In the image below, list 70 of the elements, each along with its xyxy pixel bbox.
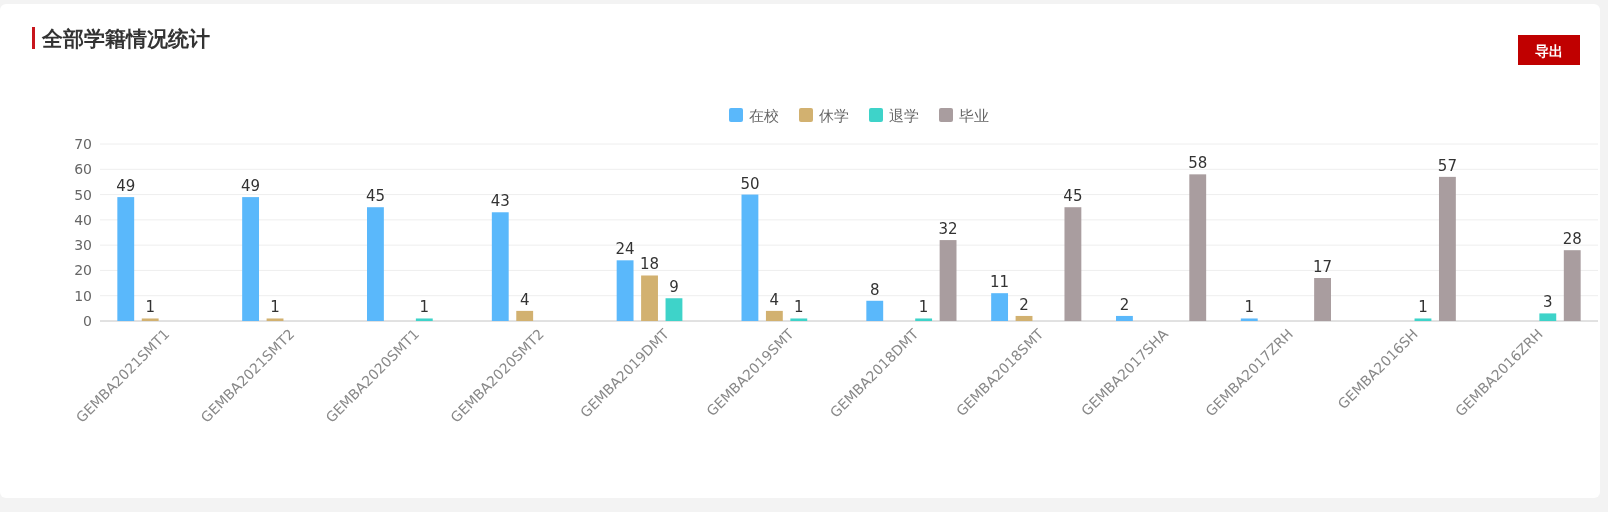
bar (266, 318, 284, 321)
data-label: 28 (1562, 230, 1582, 249)
y-tick-label: 70 (74, 136, 92, 152)
bar (1189, 174, 1207, 321)
bar (1240, 318, 1258, 321)
data-label: 1 (1244, 298, 1255, 317)
data-label: 4 (769, 290, 780, 309)
bar (516, 310, 534, 321)
data-label: 58 (1188, 154, 1208, 173)
bar (790, 318, 808, 321)
bar (641, 275, 658, 321)
bar (415, 318, 433, 321)
bar (991, 293, 1009, 321)
legend-label: 退学 (889, 107, 919, 125)
legend-label: 在校 (749, 107, 779, 125)
bar (1539, 313, 1557, 321)
data-label: 1 (794, 298, 804, 317)
bar (765, 310, 783, 321)
y-tick-label: 30 (74, 237, 92, 254)
bar (741, 194, 759, 321)
data-label: 17 (1313, 258, 1333, 277)
bar (915, 318, 933, 321)
legend-label: 毕业 (959, 107, 989, 125)
bar (866, 300, 884, 321)
bar (1015, 315, 1033, 321)
button: 导出 (1518, 35, 1580, 65)
data-label: 1 (145, 298, 155, 317)
data-label: 49 (241, 177, 261, 196)
data-label: 32 (938, 220, 958, 239)
y-tick-label: 50 (74, 186, 92, 203)
data-label: 57 (1437, 156, 1457, 175)
bar (1563, 250, 1581, 321)
data-label: 2 (1119, 295, 1130, 314)
legend-label: 休学 (819, 107, 849, 125)
y-tick-label: 0 (83, 313, 92, 329)
data-label: 1 (1418, 298, 1428, 317)
bar (1064, 207, 1082, 321)
data-label: 3 (1543, 293, 1553, 312)
data-label: 4 (519, 290, 530, 309)
bar (141, 318, 159, 321)
data-label: 24 (615, 240, 635, 259)
data-label: 45 (1063, 187, 1083, 206)
data-label: 45 (365, 187, 385, 206)
data-label: 18 (639, 255, 660, 274)
y-tick-label: 60 (74, 161, 92, 178)
bar (665, 298, 683, 321)
bar (1438, 176, 1456, 321)
bar (616, 260, 634, 321)
bar (1314, 278, 1331, 321)
bar (242, 197, 260, 321)
y-tick-label: 40 (74, 211, 92, 228)
chart-title: 全部学籍情况统计 (41, 27, 210, 51)
data-label: 50 (740, 174, 760, 193)
bar (1116, 315, 1133, 321)
data-label: 1 (270, 298, 280, 317)
data-label: 1 (419, 298, 430, 317)
data-label: 11 (990, 273, 1010, 292)
y-tick-label: 20 (74, 262, 92, 279)
data-label: 1 (918, 298, 929, 317)
data-label: 8 (869, 280, 880, 299)
bar (1414, 318, 1432, 321)
data-label: 49 (116, 177, 136, 196)
bar (939, 240, 957, 321)
data-label: 43 (490, 192, 510, 211)
data-label: 9 (669, 278, 679, 297)
bar (117, 197, 135, 321)
y-tick-label: 10 (74, 287, 92, 304)
bar (367, 207, 384, 321)
data-label: 2 (1019, 295, 1029, 314)
bar (491, 212, 509, 321)
